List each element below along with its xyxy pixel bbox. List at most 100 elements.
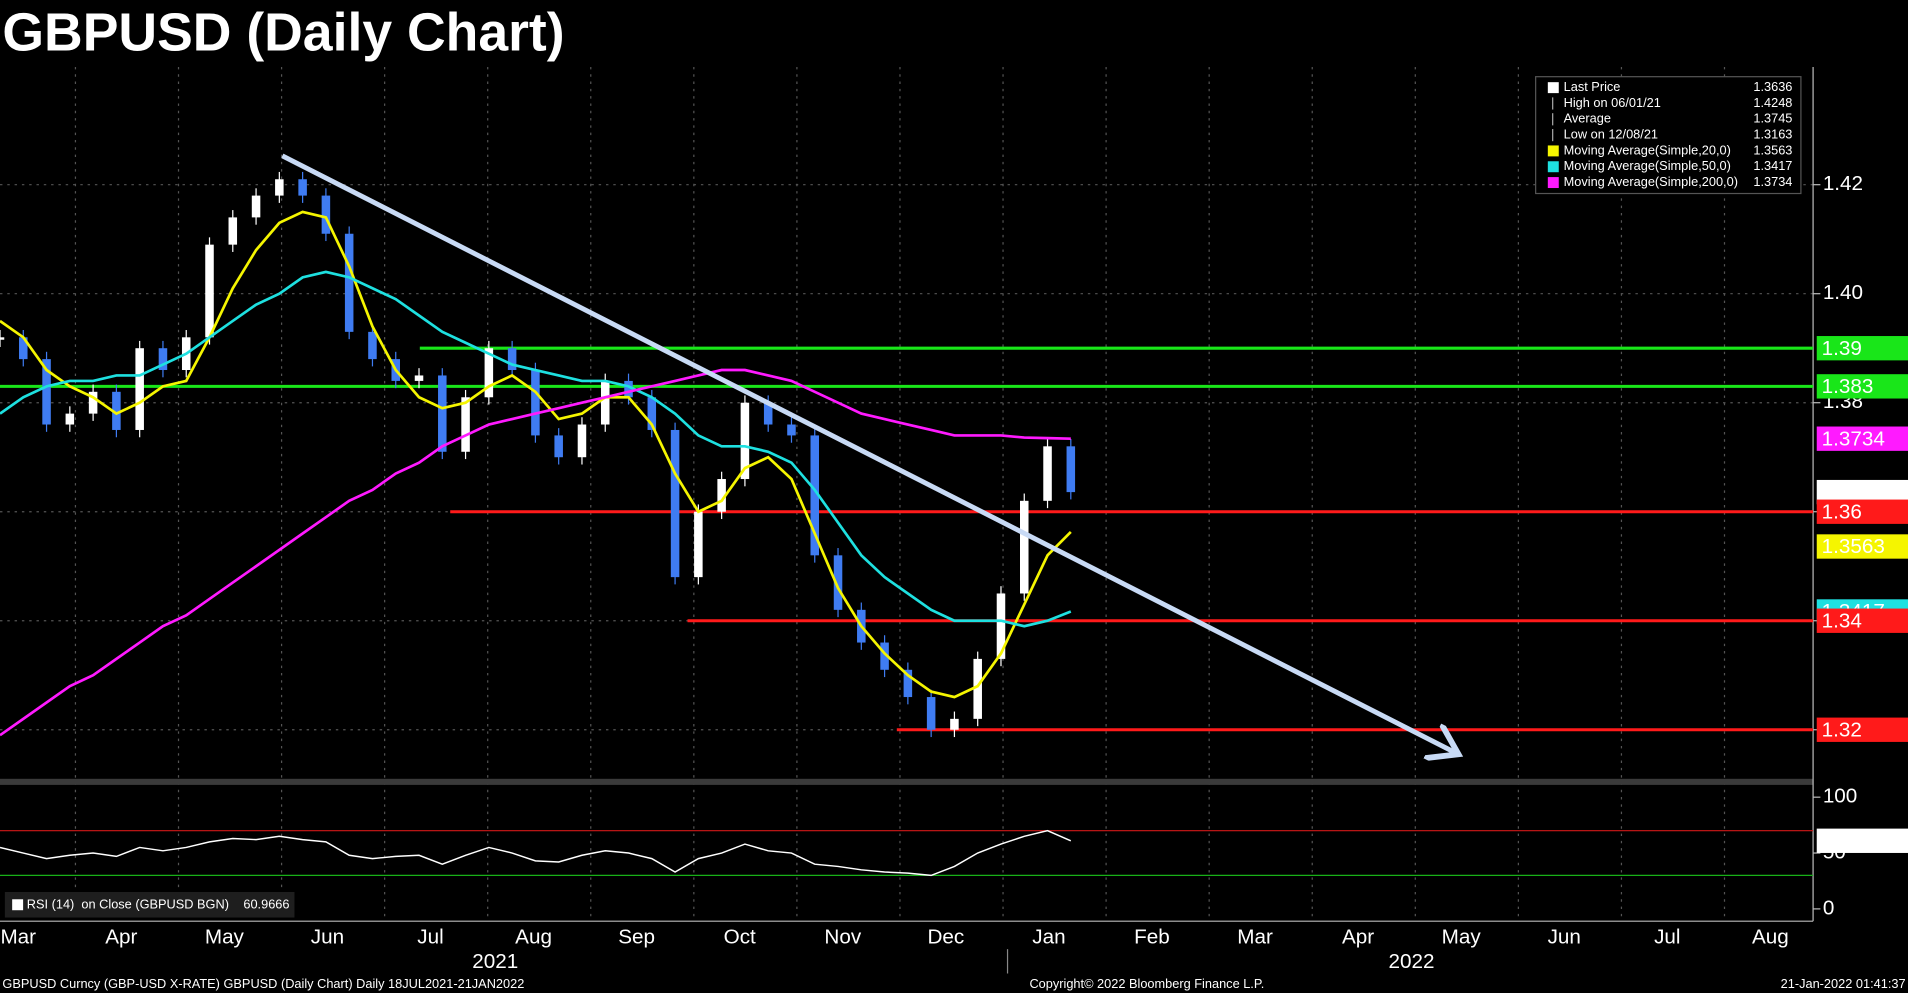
candle: [903, 669, 913, 698]
candle: [321, 195, 331, 234]
overlay: 1.34171.391.3831.37341.36361.361.35631.3…: [4, 76, 1908, 918]
value-tag-label: 1.32: [1822, 718, 1862, 741]
x-tick-label: Jun: [311, 926, 344, 949]
y-tick-label: 1.40: [1823, 281, 1863, 304]
value-tag: [1816, 534, 1908, 559]
legend-value: 1.3563: [1753, 142, 1792, 157]
candle: [833, 555, 843, 610]
x-tick-label: Aug: [1752, 926, 1789, 949]
x-tick-label: Sep: [618, 926, 655, 949]
legend-label: Moving Average(Simple,20,0): [1564, 142, 1731, 157]
value-tag-label: 1.39: [1822, 337, 1862, 360]
value-tag: [1816, 426, 1908, 451]
candle: [158, 348, 168, 371]
candle: [298, 179, 307, 196]
x-tick-label: May: [205, 926, 245, 949]
legend-swatch: [1547, 82, 1559, 94]
plot-area: [0, 171, 1814, 877]
x-tick-label: Nov: [824, 926, 861, 949]
candle: [65, 413, 75, 425]
legend-box: [1535, 76, 1802, 195]
candle: [484, 348, 494, 398]
candle: [600, 380, 610, 425]
y-tick-label: 0: [1823, 896, 1835, 919]
value-tag-label: 1.3636: [1822, 481, 1885, 504]
value-tag-label: 1.36: [1822, 500, 1862, 523]
legend-label: Average: [1564, 111, 1611, 126]
x-tick-label: Mar: [1237, 926, 1273, 949]
candle: [763, 402, 773, 425]
y-tick-label: 1.42: [1823, 172, 1863, 195]
x-tick-label: Apr: [1342, 926, 1374, 949]
y-tick-label: 100: [1823, 785, 1858, 808]
candle: [275, 179, 284, 196]
candle: [228, 217, 238, 245]
value-tag-label: 1.3563: [1822, 535, 1885, 558]
candle: [717, 479, 726, 512]
chart-title: GBPUSD (Daily Chart): [2, 4, 564, 63]
rsi-legend-box: [4, 891, 295, 918]
footer-right: 21-Jan-2022 01:41:37: [1781, 976, 1906, 991]
candle: [926, 697, 936, 730]
x-tick-label: Aug: [515, 926, 552, 949]
x-tick-label: Feb: [1134, 926, 1170, 949]
candle: [251, 195, 261, 218]
x-tick-label: Apr: [105, 926, 137, 949]
candle: [19, 337, 28, 360]
rsi-line: [0, 829, 1072, 877]
value-tag: [1816, 828, 1908, 853]
legend-value: 1.4248: [1753, 95, 1792, 110]
candle: [438, 375, 447, 452]
legend-value: 1.3636: [1753, 79, 1792, 94]
x-tick-label: Dec: [927, 926, 964, 949]
value-tag: [1816, 608, 1908, 633]
year-label: 2021: [472, 950, 518, 973]
value-tag: [1816, 499, 1908, 524]
candle: [42, 359, 51, 425]
value-tag: [1816, 336, 1908, 361]
value-tag-label: 1.383: [1822, 375, 1874, 398]
legend-label: Moving Average(Simple,50,0): [1564, 158, 1731, 173]
candle: [950, 718, 959, 730]
legend-label: Last Price: [1564, 79, 1621, 94]
rsi-legend-label: RSI (14) on Close (GBPUSD BGN): [27, 897, 229, 912]
footer-left: GBPUSD Curncy (GBP-USD X-RATE) GBPUSD (D…: [2, 976, 524, 991]
moving-average-line: [0, 270, 1072, 628]
candle: [624, 380, 633, 398]
candle: [694, 511, 703, 578]
candle: [810, 435, 820, 556]
footer-center: Copyright© 2022 Bloomberg Finance L.P.: [1029, 976, 1264, 991]
moving-average-line: [0, 368, 1071, 737]
legend-value: 1.3734: [1753, 174, 1792, 189]
legend-value: 1.3745: [1753, 111, 1792, 126]
candle: [368, 331, 377, 360]
legend-swatch: [1547, 145, 1559, 157]
candle: [88, 391, 98, 414]
legend-label: High on 06/01/21: [1564, 95, 1661, 110]
panel-separator: [0, 778, 1814, 785]
value-tag-label: 60.9666: [1822, 829, 1897, 852]
x-tick-label: Jul: [417, 926, 443, 949]
candle: [344, 233, 354, 332]
x-tick-label: Jan: [1032, 926, 1065, 949]
candle: [112, 391, 121, 430]
candle: [1043, 446, 1052, 501]
candle: [787, 424, 796, 436]
legend-swatch: [1547, 177, 1559, 189]
candle: [647, 397, 657, 430]
x-tick-label: May: [1442, 926, 1482, 949]
moving-average-line: [0, 210, 1072, 699]
candle: [1066, 446, 1076, 493]
candle: [1020, 500, 1029, 594]
legend-value: 1.3417: [1753, 158, 1792, 173]
candle: [880, 642, 889, 670]
trend-line: [281, 153, 1454, 752]
candle: [996, 593, 1006, 659]
value-tag: [1816, 717, 1908, 742]
value-tag-label: 1.3734: [1822, 427, 1885, 450]
candle: [554, 435, 563, 458]
candle: [577, 424, 587, 458]
candle: [670, 429, 680, 578]
